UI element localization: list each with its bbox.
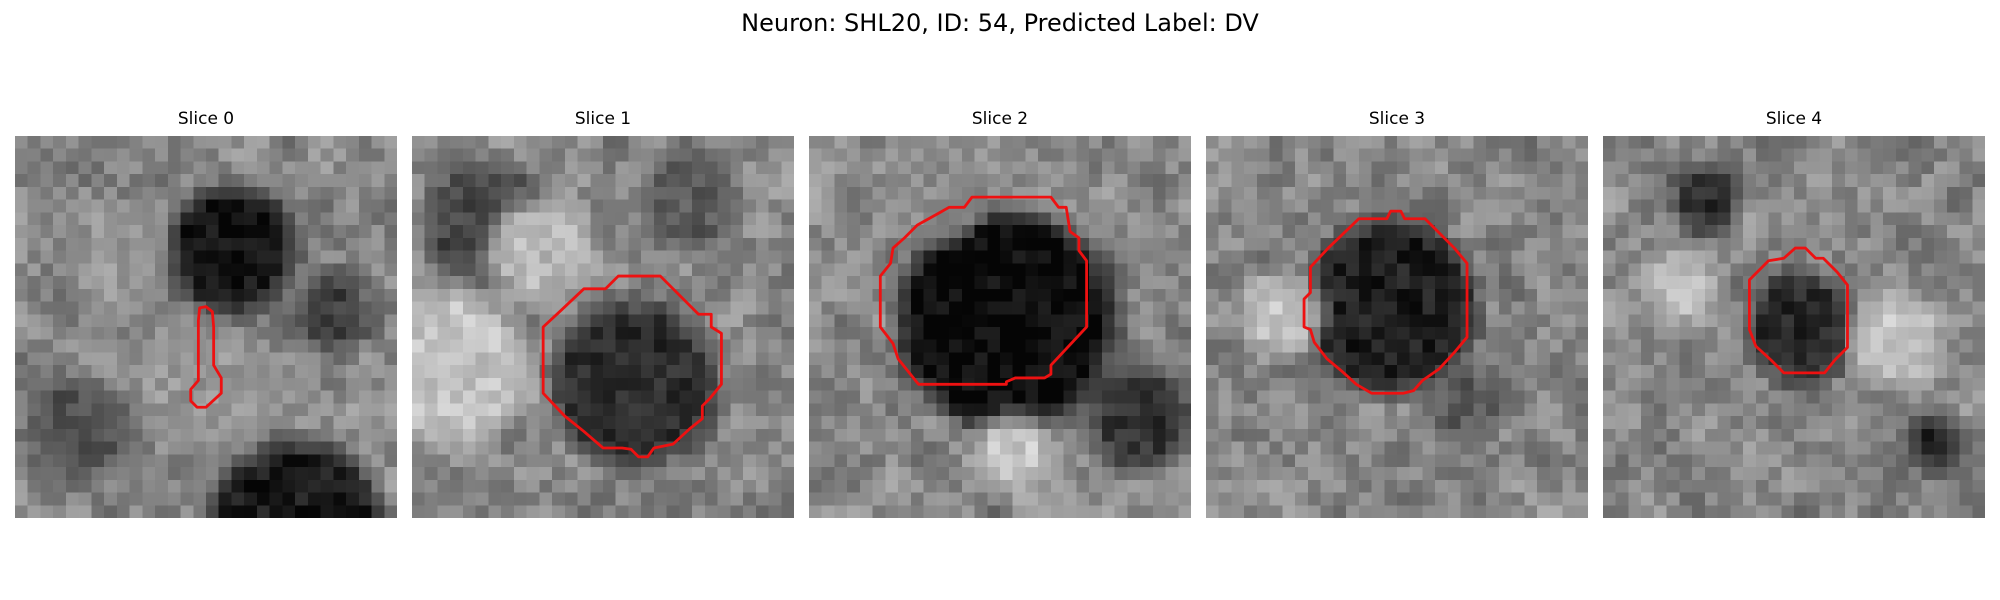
slice-image: [809, 136, 1191, 518]
slice-image: [15, 136, 397, 518]
roi-contour: [1748, 246, 1849, 375]
slice-panel: Slice 0: [15, 108, 397, 518]
slice-image: [1206, 136, 1588, 518]
slice-title: Slice 4: [1765, 109, 1823, 129]
slice-title: Slice 0: [177, 109, 235, 129]
slice-image: [412, 136, 794, 518]
slice-title: Slice 1: [574, 109, 632, 129]
slice-panel: Slice 2: [809, 108, 1191, 518]
slice-panel: Slice 1: [412, 108, 794, 518]
slice-panel: Slice 3: [1206, 108, 1588, 518]
roi-contour: [878, 195, 1088, 386]
roi-contour: [189, 305, 223, 409]
slice-title: Slice 3: [1368, 109, 1426, 129]
roi-contour: [541, 274, 723, 459]
figure-title: Neuron: SHL20, ID: 54, Predicted Label: …: [741, 9, 1259, 37]
slice-image: [1603, 136, 1985, 518]
roi-contour: [1302, 209, 1469, 395]
slice-title: Slice 2: [971, 109, 1029, 129]
slice-panel: Slice 4: [1603, 108, 1985, 518]
